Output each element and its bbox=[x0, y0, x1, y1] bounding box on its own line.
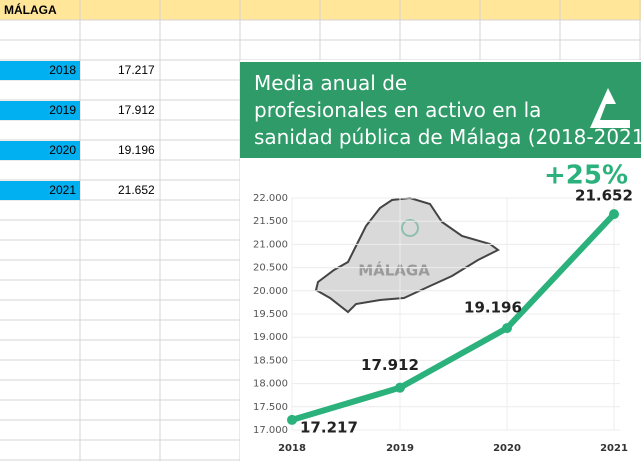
y-tick-label: 17.000 bbox=[253, 425, 288, 436]
value: 21.652 bbox=[118, 183, 155, 197]
y-tick-label: 19.500 bbox=[253, 309, 288, 320]
sheet-header: MÁLAGA bbox=[4, 2, 57, 17]
map-label: MÁLAGA bbox=[358, 261, 430, 280]
y-tick-label: 21.500 bbox=[253, 216, 288, 227]
y-tick-label: 22.000 bbox=[253, 193, 288, 204]
year-cell bbox=[0, 141, 80, 160]
y-tick-label: 20.000 bbox=[253, 286, 288, 297]
y-tick-label: 19.000 bbox=[253, 332, 288, 343]
stethoscope-icon bbox=[401, 219, 419, 237]
data-point bbox=[395, 382, 405, 393]
chart-title: Media anual de profesionales en activo en… bbox=[254, 71, 641, 149]
year-cell bbox=[0, 61, 80, 80]
x-tick-label: 2019 bbox=[386, 443, 414, 454]
x-tick-label: 2021 bbox=[600, 443, 628, 454]
title-box bbox=[240, 62, 641, 158]
data-label: 17.217 bbox=[300, 418, 358, 436]
data-point bbox=[502, 323, 512, 334]
logo bbox=[590, 88, 630, 128]
data-line bbox=[291, 212, 617, 423]
y-tick-label: 18.500 bbox=[253, 355, 288, 366]
year-cell bbox=[0, 181, 80, 200]
data-label: 17.912 bbox=[361, 356, 419, 374]
y-tick-label: 18.000 bbox=[253, 379, 288, 390]
data-label: 21.652 bbox=[575, 187, 633, 205]
value: 17.912 bbox=[118, 103, 155, 117]
data-point bbox=[609, 209, 619, 220]
year: 2018 bbox=[49, 63, 76, 77]
year: 2019 bbox=[49, 103, 76, 117]
value: 19.196 bbox=[118, 143, 155, 157]
data-label: 19.196 bbox=[464, 299, 522, 317]
year-cell bbox=[0, 101, 80, 120]
x-tick-label: 2020 bbox=[493, 443, 521, 454]
data-point bbox=[287, 414, 297, 425]
value: 17.217 bbox=[118, 63, 155, 77]
year: 2021 bbox=[49, 183, 76, 197]
year: 2020 bbox=[49, 143, 76, 157]
y-tick-label: 20.500 bbox=[253, 263, 288, 274]
y-tick-label: 17.500 bbox=[253, 402, 288, 413]
x-tick-label: 2018 bbox=[278, 443, 306, 454]
growth-annotation: +25% bbox=[544, 161, 628, 191]
y-tick-label: 21.000 bbox=[253, 239, 288, 250]
